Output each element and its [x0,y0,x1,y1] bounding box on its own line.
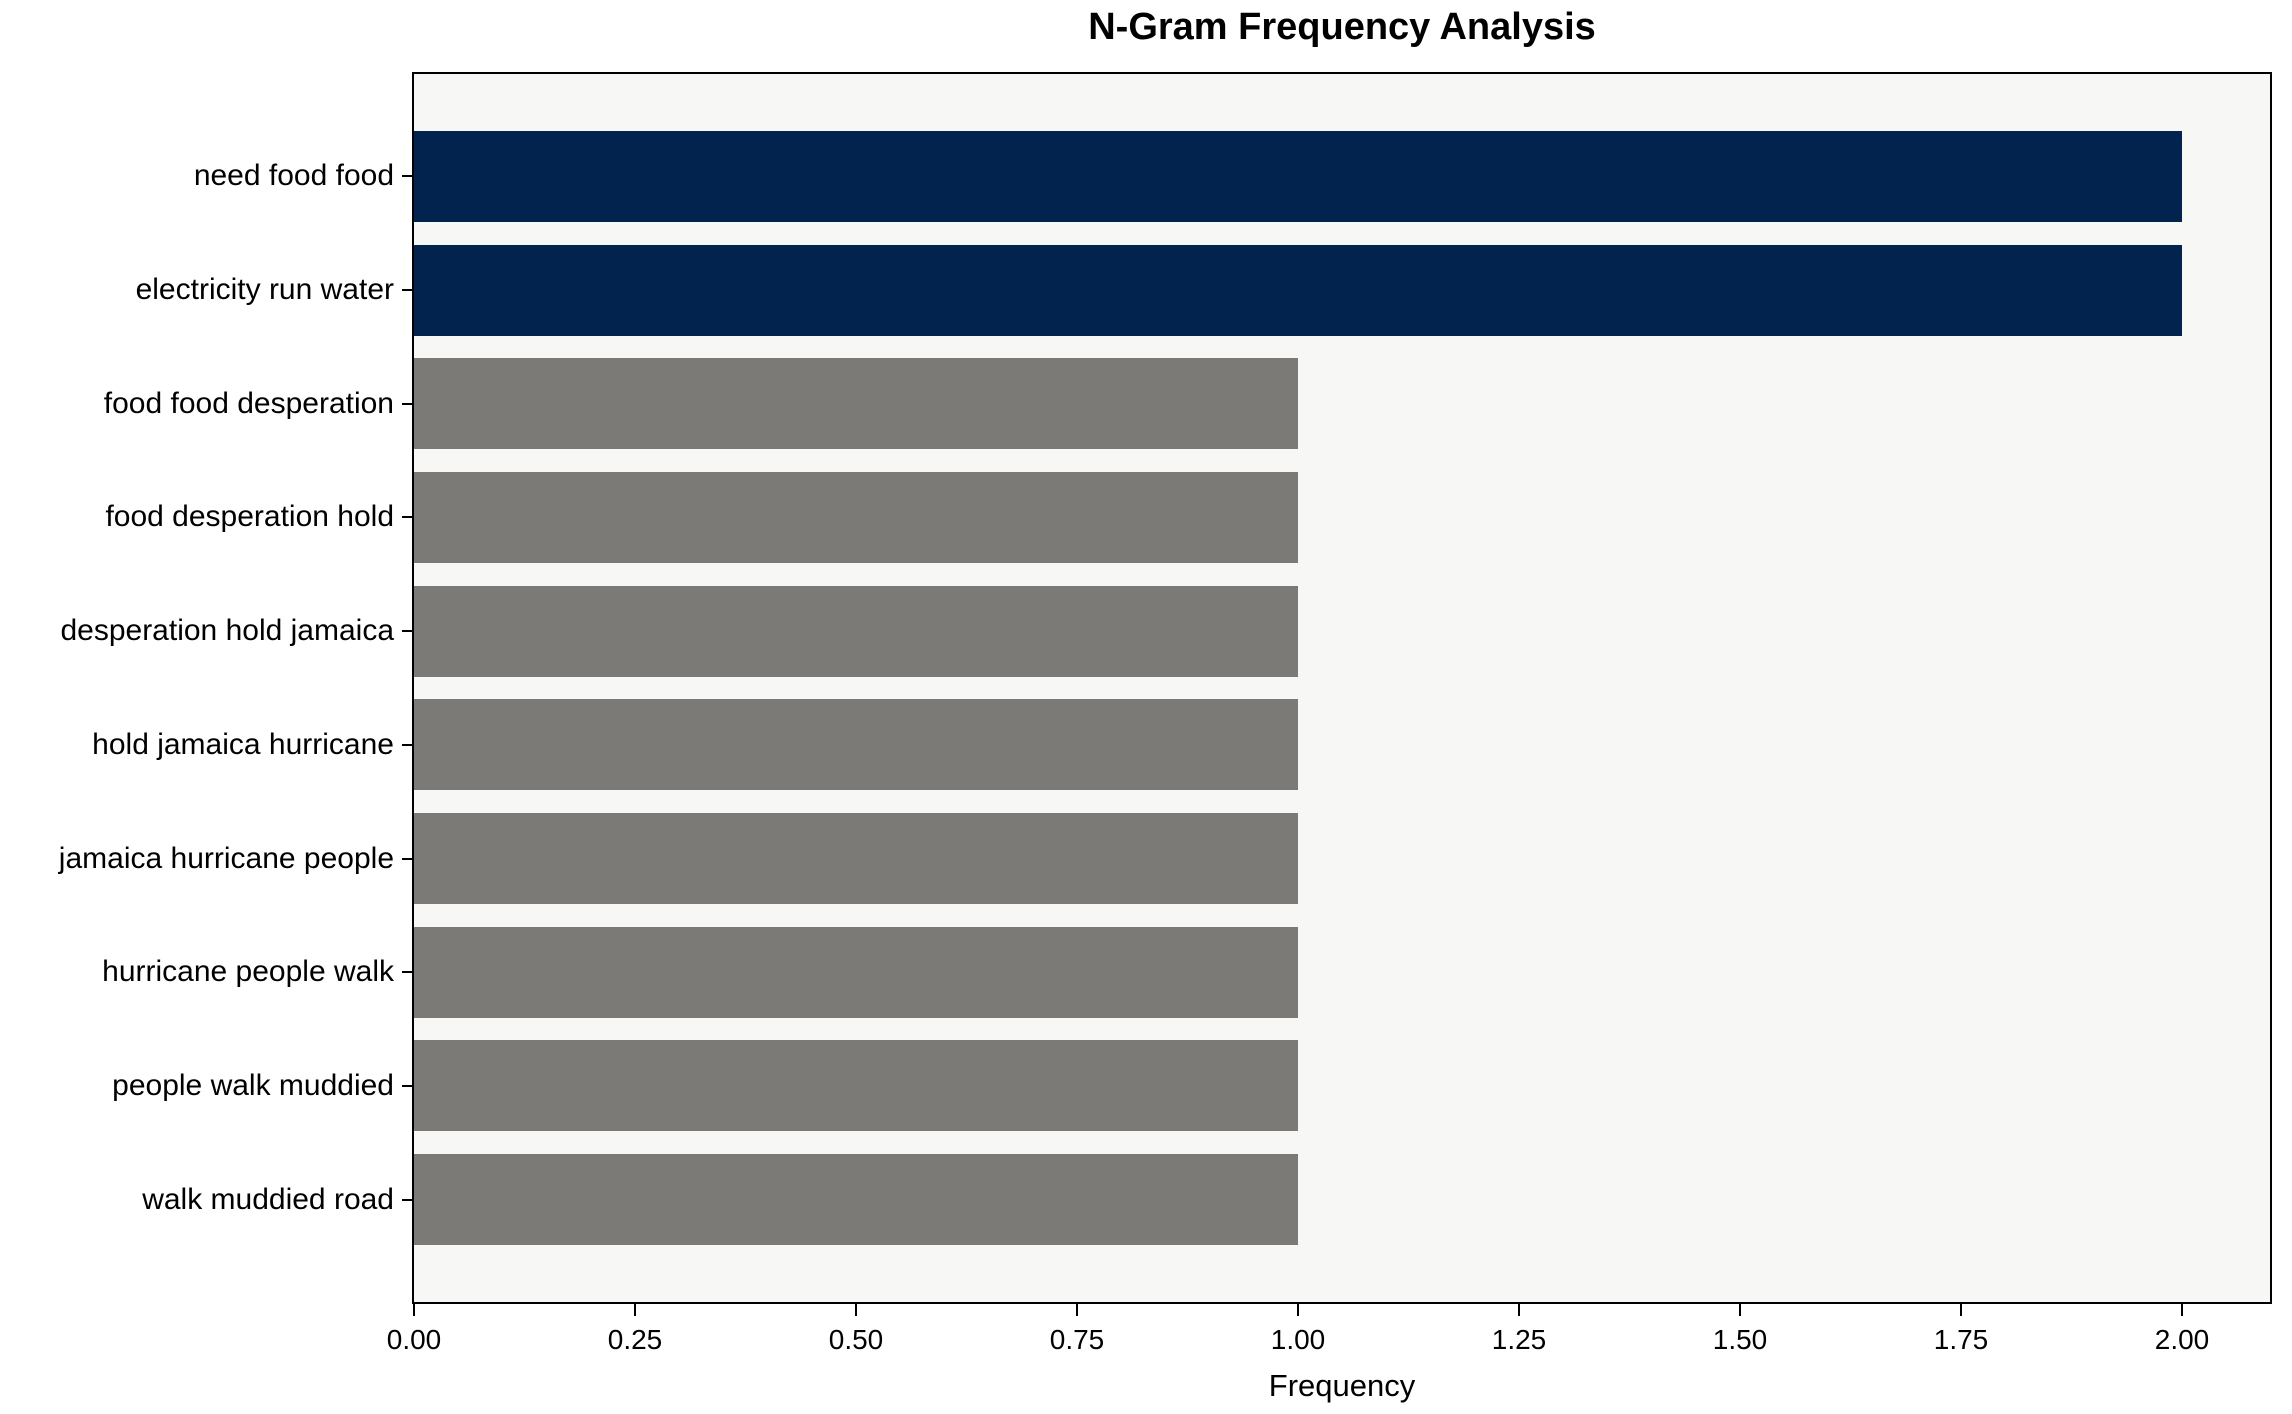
x-tick-label: 0.50 [828,1324,884,1355]
bar-hold-jamaica-hurricane [414,699,1298,790]
y-tick-mark [402,744,412,746]
x-tick-mark [2181,1304,2183,1316]
x-tick-mark [634,1304,636,1316]
x-tick-label: 0.25 [607,1324,663,1355]
x-tick-label: 1.25 [1491,1324,1547,1355]
y-tick-mark [402,403,412,405]
bar-desperation-hold-jamaica [414,586,1298,677]
x-tick-label: 1.00 [1270,1324,1326,1355]
y-tick-label: electricity run water [135,273,394,306]
x-axis-label: Frequency [1268,1368,1416,1403]
bar-hurricane-people-walk [414,927,1298,1018]
y-tick-label: hurricane people walk [102,955,394,988]
y-tick-label: walk muddied road [142,1183,394,1216]
x-tick-mark [1960,1304,1962,1316]
x-tick-label: 2.00 [2154,1324,2210,1355]
y-tick-mark [402,175,412,177]
x-tick-mark [1518,1304,1520,1316]
plot-area [412,72,2272,1304]
x-tick-mark [1297,1304,1299,1316]
y-tick-label: people walk muddied [112,1069,394,1102]
x-tick-label: 1.75 [1933,1324,1989,1355]
bar-walk-muddied-road [414,1154,1298,1245]
x-tick-label: 0.75 [1049,1324,1105,1355]
y-tick-label: desperation hold jamaica [60,614,394,647]
y-tick-mark [402,289,412,291]
x-tick-label: 1.50 [1712,1324,1768,1355]
x-tick-mark [1076,1304,1078,1316]
y-tick-label: need food food [193,159,394,192]
bar-need-food-food [414,131,2182,222]
bar-jamaica-hurricane-people [414,813,1298,904]
y-tick-label: food food desperation [103,387,394,420]
y-tick-mark [402,1085,412,1087]
y-tick-mark [402,630,412,632]
chart-title: N-Gram Frequency Analysis [1088,6,1596,48]
y-tick-mark [402,516,412,518]
x-tick-mark [1739,1304,1741,1316]
y-tick-label: hold jamaica hurricane [92,728,394,761]
bar-food-food-desperation [414,358,1298,449]
bar-food-desperation-hold [414,472,1298,563]
x-tick-mark [855,1304,857,1316]
y-tick-mark [402,858,412,860]
y-tick-label: food desperation hold [105,500,394,533]
x-tick-label: 0.00 [386,1324,442,1355]
bar-electricity-run-water [414,245,2182,336]
x-tick-mark [413,1304,415,1316]
y-tick-label: jamaica hurricane people [58,842,394,875]
y-tick-mark [402,1199,412,1201]
y-tick-mark [402,971,412,973]
bar-people-walk-muddied [414,1040,1298,1131]
